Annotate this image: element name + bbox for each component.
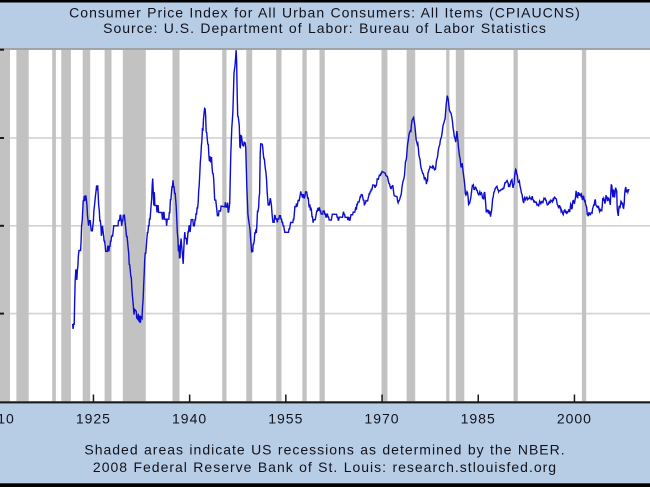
svg-text:1955: 1955 <box>268 411 303 427</box>
svg-text:1940: 1940 <box>172 411 207 427</box>
svg-text:Consumer Price Index for All U: Consumer Price Index for All Urban Consu… <box>69 5 581 21</box>
svg-text:1970: 1970 <box>364 411 399 427</box>
svg-text:Source: U.S. Department of Lab: Source: U.S. Department of Labor: Bureau… <box>103 20 547 36</box>
svg-text:1925: 1925 <box>76 411 111 427</box>
svg-text:2000: 2000 <box>557 411 592 427</box>
svg-text:1910: 1910 <box>0 411 15 427</box>
svg-text:1985: 1985 <box>461 411 496 427</box>
svg-text:2008 Federal Reserve Bank of S: 2008 Federal Reserve Bank of St. Louis: … <box>93 459 557 475</box>
svg-text:Shaded areas indicate US reces: Shaded areas indicate US recessions as d… <box>84 442 565 458</box>
